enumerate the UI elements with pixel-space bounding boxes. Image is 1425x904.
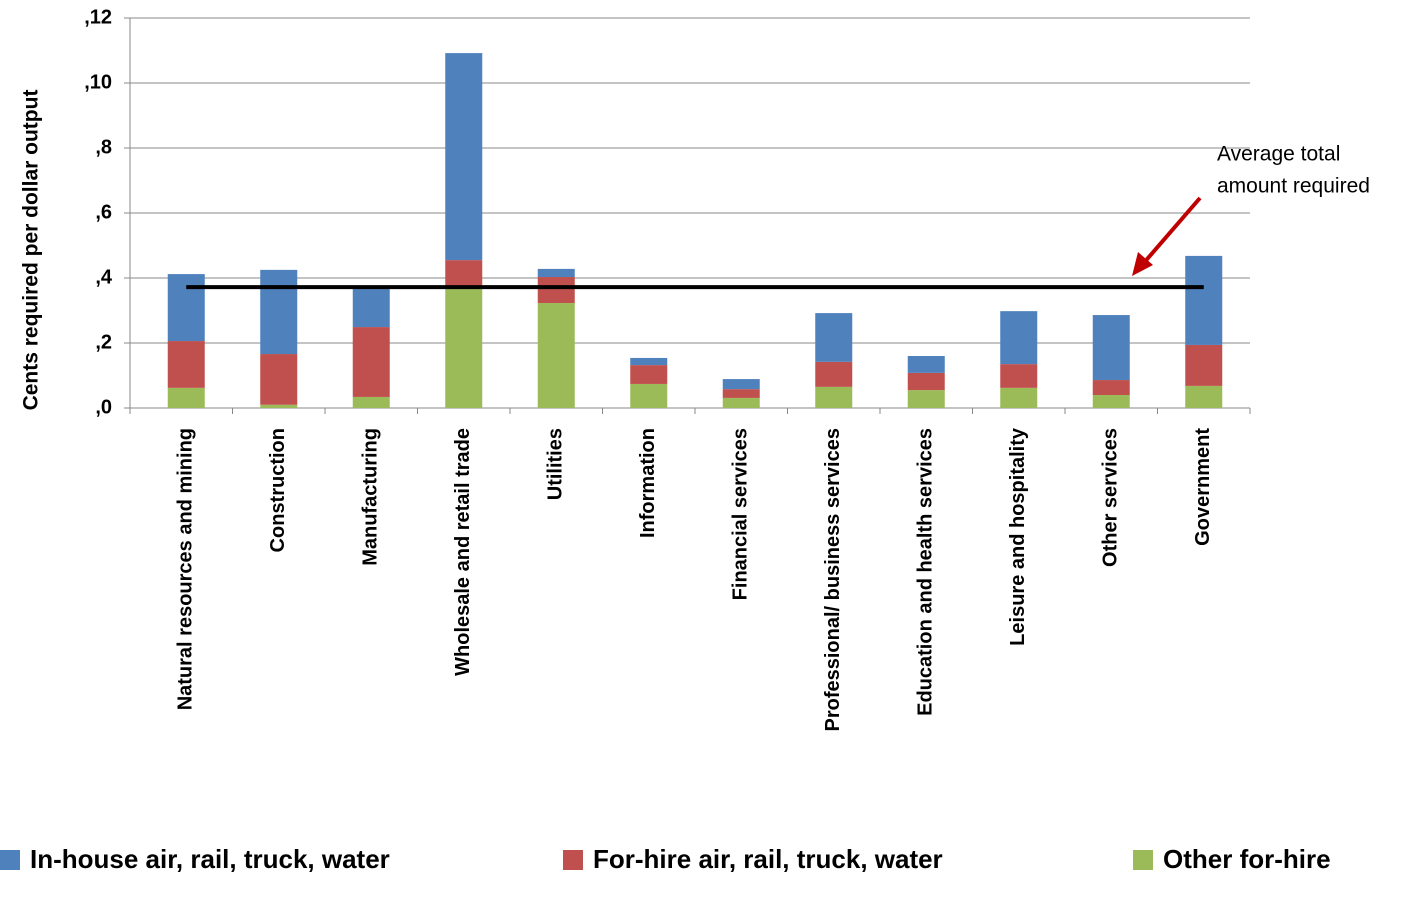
y-tick-label: ,4 xyxy=(95,266,113,288)
x-tick-label: Professional/ business services xyxy=(822,428,844,732)
bar-segment xyxy=(352,289,390,328)
legend-swatch xyxy=(1133,850,1153,870)
x-tick-label: Information xyxy=(637,428,659,538)
bar-segment xyxy=(352,327,390,397)
x-tick-label: Financial services xyxy=(730,428,752,600)
legend-swatch xyxy=(563,850,583,870)
x-tick-label: Utilities xyxy=(545,428,567,500)
x-tick-label: Manufacturing xyxy=(360,428,382,566)
bar-segment xyxy=(1000,364,1038,388)
y-tick-label: ,12 xyxy=(84,6,112,28)
y-tick-label: ,8 xyxy=(95,136,112,158)
bar-segment xyxy=(1092,315,1130,381)
y-tick-label: ,2 xyxy=(95,331,112,353)
bar-segment xyxy=(352,396,390,408)
arrow-shaft xyxy=(1140,196,1202,267)
bar-segment xyxy=(167,274,205,342)
bar-segment xyxy=(445,260,483,290)
annotation: Average total xyxy=(1217,143,1340,166)
x-tick-label: Natural resources and mining xyxy=(175,428,197,710)
y-tick-label: ,0 xyxy=(95,396,112,418)
bar-segment xyxy=(630,357,668,366)
y-axis-label: Cents required per dollar output xyxy=(20,90,43,411)
bar-segment xyxy=(722,397,760,408)
bar-segment xyxy=(630,383,668,408)
bar-segment xyxy=(815,313,853,362)
bar-segment xyxy=(445,289,483,408)
bar-segment xyxy=(167,341,205,388)
bar-segment xyxy=(537,303,575,408)
bar-segment xyxy=(815,386,853,408)
legend-label: Other for-hire xyxy=(1163,844,1331,874)
bar-segment xyxy=(1000,311,1038,365)
bar-segment xyxy=(260,269,298,355)
x-tick-label: Leisure and hospitality xyxy=(1007,427,1029,646)
x-tick-label: Other services xyxy=(1100,428,1122,567)
bar-segment xyxy=(1185,344,1223,386)
bar-segment xyxy=(445,53,483,261)
bar-segment xyxy=(1185,385,1223,408)
annotation: amount required xyxy=(1217,175,1370,198)
bar-segment xyxy=(907,390,945,408)
bar-segment xyxy=(1092,380,1130,395)
x-tick-label: Wholesale and retail trade xyxy=(452,428,474,676)
legend-label: For-hire air, rail, truck, water xyxy=(593,844,943,874)
x-tick-label: Construction xyxy=(267,428,289,552)
bar-segment xyxy=(260,354,298,405)
bar-segment xyxy=(1092,395,1130,408)
bar-segment xyxy=(537,277,575,304)
bar-segment xyxy=(630,365,668,384)
legend-swatch xyxy=(0,850,20,870)
bar-segment xyxy=(537,268,575,278)
arrow-head xyxy=(1132,252,1153,276)
bar-segment xyxy=(722,389,760,398)
x-tick-label: Government xyxy=(1192,428,1214,546)
bar-segment xyxy=(1185,255,1223,345)
bar-segment xyxy=(1000,387,1038,408)
bar-segment xyxy=(722,379,760,390)
bar-segment xyxy=(907,372,945,391)
bar-segment xyxy=(167,387,205,408)
legend-label: In-house air, rail, truck, water xyxy=(30,844,390,874)
x-tick-label: Education and health services xyxy=(915,428,937,716)
bar-segment xyxy=(907,356,945,373)
y-tick-label: ,10 xyxy=(84,71,112,93)
bar-segment xyxy=(260,404,298,408)
bar-segment xyxy=(815,361,853,387)
y-tick-label: ,6 xyxy=(95,201,112,223)
